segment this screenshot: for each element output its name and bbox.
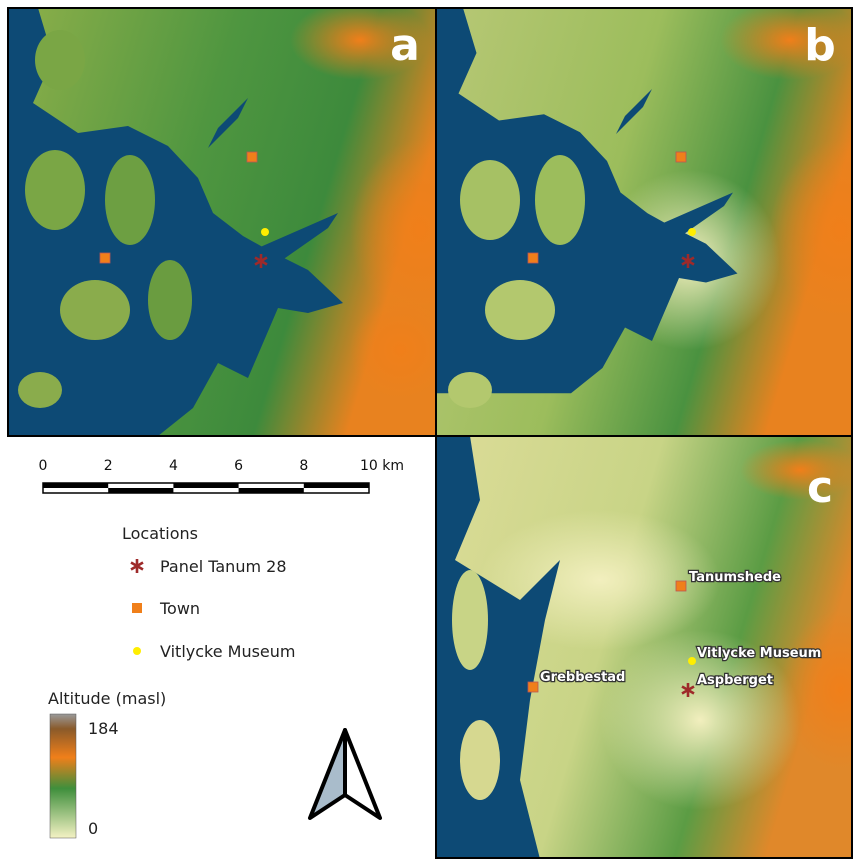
scale-label: 8	[299, 458, 308, 474]
scale-label: 2	[104, 458, 113, 474]
scale-segment	[43, 483, 108, 488]
legend-symbol	[131, 559, 143, 573]
town-marker	[100, 253, 110, 263]
town-marker	[528, 253, 538, 263]
panel-letter: a	[390, 20, 420, 71]
legend-symbol	[133, 647, 141, 655]
scale-segment	[108, 488, 173, 493]
legend: Locations Panel Tanum 28 Town Vitlycke M…	[122, 524, 296, 661]
panel-letter: c	[807, 462, 833, 513]
north-arrow	[310, 730, 380, 818]
museum-marker	[688, 657, 696, 665]
town-marker	[247, 152, 257, 162]
legend-label: Town	[159, 599, 200, 618]
altitude-legend: Altitude (masl) 184 0	[48, 689, 166, 838]
place-label: Vitlycke Museum	[697, 646, 821, 661]
legend-symbol	[132, 603, 142, 613]
town-marker	[676, 581, 686, 591]
map-panel-c: Tanumshede Vitlycke Museum Aspberget Gre…	[436, 436, 853, 859]
map-panel-b: b	[436, 0, 853, 436]
scale-label: 0	[39, 458, 48, 474]
scale-segment	[239, 488, 304, 493]
place-label: Aspberget	[697, 673, 773, 688]
legend-label: Panel Tanum 28	[160, 557, 287, 576]
town-marker	[676, 152, 686, 162]
place-label: Tanumshede	[689, 570, 781, 585]
scale-label: 10 km	[360, 458, 404, 474]
color-ramp	[50, 714, 76, 838]
scale-bar: 0 2 4 6 8 10 km	[39, 458, 404, 493]
altitude-min: 0	[88, 819, 98, 838]
museum-marker	[688, 228, 696, 236]
legend-label: Vitlycke Museum	[160, 642, 296, 661]
figure: a b Tanumshede Vitlycke Museum Aspberget…	[0, 0, 853, 859]
scale-segment	[304, 483, 369, 488]
legend-title: Locations	[122, 524, 198, 543]
map-panel-a: a	[8, 0, 490, 436]
scale-segment	[173, 483, 238, 488]
museum-marker	[261, 228, 269, 236]
place-label: Grebbestad	[540, 670, 625, 685]
scale-label: 6	[234, 458, 243, 474]
town-marker	[528, 682, 538, 692]
altitude-max: 184	[88, 719, 119, 738]
panel-letter: b	[804, 20, 836, 71]
altitude-title: Altitude (masl)	[48, 689, 166, 708]
scale-label: 4	[169, 458, 178, 474]
